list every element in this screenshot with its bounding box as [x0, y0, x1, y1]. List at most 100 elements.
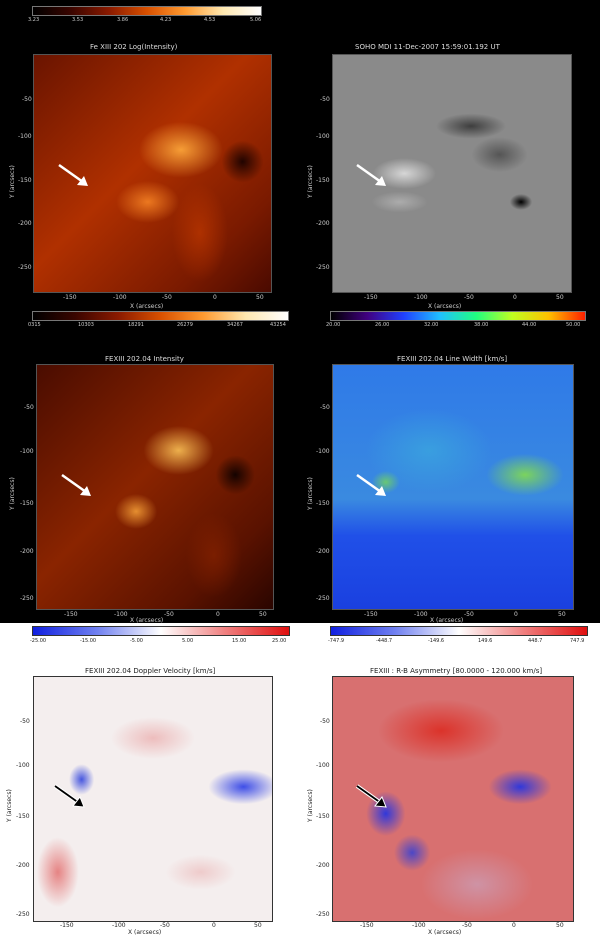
- arrow-icon: [356, 473, 386, 496]
- x-tick: -50: [462, 922, 472, 929]
- cbar-tick: 3.53: [72, 17, 84, 23]
- x-tick: -50: [164, 611, 174, 618]
- y-tick: -100: [316, 762, 330, 769]
- y-tick: -150: [316, 813, 330, 820]
- x-axis-label: X (arcsecs): [130, 303, 164, 310]
- y-tick: -200: [316, 220, 330, 227]
- colorbar-rb-asymmetry: [330, 626, 588, 636]
- cbar-tick: 747.9: [570, 638, 585, 644]
- cbar-tick: 38.00: [474, 322, 489, 328]
- arrow-icon: [58, 163, 88, 186]
- x-tick: -150: [360, 922, 374, 929]
- panel-title: FEXIII 202.04 Intensity: [105, 355, 184, 363]
- image-fe-intensity: [36, 364, 274, 610]
- cbar-tick: 18291: [128, 322, 144, 328]
- panel-title: SOHO MDI 11-Dec-2007 15:59:01.192 UT: [355, 43, 500, 51]
- y-tick: -150: [16, 813, 30, 820]
- cbar-tick: 0315: [28, 322, 41, 328]
- cbar-tick: 26.00: [375, 322, 390, 328]
- y-axis-label: Y (arcsecs): [307, 165, 314, 198]
- x-tick: -50: [464, 611, 474, 618]
- cbar-tick: 32.00: [424, 322, 439, 328]
- y-tick: -150: [18, 177, 32, 184]
- image-fe-log-intensity: [33, 54, 272, 293]
- x-tick: 50: [254, 922, 262, 929]
- x-tick: 50: [556, 294, 564, 301]
- cbar-tick: 4.53: [204, 17, 216, 23]
- panel-title: Fe XIII 202 Log(Intensity): [90, 43, 178, 51]
- y-tick: -150: [316, 177, 330, 184]
- cbar-tick: 44.00: [522, 322, 537, 328]
- x-tick: 0: [514, 611, 518, 618]
- arrow-icon: [53, 784, 85, 808]
- colorbar-log-intensity: [32, 6, 262, 16]
- y-tick: -100: [316, 133, 330, 140]
- y-tick: -100: [18, 133, 32, 140]
- cbar-tick: 4.23: [160, 17, 172, 23]
- y-tick: -50: [320, 96, 330, 103]
- cbar-tick: 43254: [270, 322, 286, 328]
- cbar-tick: -448.7: [376, 638, 393, 644]
- x-tick: -150: [63, 294, 77, 301]
- x-tick: 0: [212, 922, 216, 929]
- arrow-icon: [61, 473, 91, 496]
- x-tick: 50: [259, 611, 267, 618]
- y-tick: -50: [320, 718, 330, 725]
- y-tick: -200: [316, 548, 330, 555]
- cbar-tick: 15.00: [232, 638, 247, 644]
- y-tick: -250: [18, 264, 32, 271]
- x-tick: -50: [464, 294, 474, 301]
- y-tick: -200: [20, 548, 34, 555]
- y-axis-label: Y (arcsecs): [9, 165, 16, 198]
- image-rb-asymmetry: [332, 676, 574, 922]
- cbar-tick: 448.7: [528, 638, 543, 644]
- x-tick: -150: [364, 611, 378, 618]
- x-tick: -150: [60, 922, 74, 929]
- colorbar-intensity: [32, 311, 289, 321]
- colorbar-doppler: [32, 626, 290, 636]
- cbar-tick: 34267: [227, 322, 243, 328]
- cbar-tick: -15.00: [80, 638, 97, 644]
- y-axis-label: Y (arcsecs): [9, 477, 16, 510]
- x-tick: 0: [513, 294, 517, 301]
- x-tick: 50: [256, 294, 264, 301]
- y-tick: -150: [20, 500, 34, 507]
- x-tick: -100: [112, 922, 126, 929]
- x-tick: -150: [364, 294, 378, 301]
- cbar-tick: -149.6: [428, 638, 445, 644]
- x-axis-label: X (arcsecs): [130, 617, 164, 624]
- y-tick: -250: [316, 264, 330, 271]
- cbar-tick: 149.6: [478, 638, 493, 644]
- panel-title: FEXIII 202.04 Line Width [km/s]: [397, 355, 508, 363]
- y-axis-label: Y (arcsecs): [307, 789, 314, 822]
- y-tick: -150: [316, 500, 330, 507]
- image-mdi-magnetogram: [332, 54, 572, 293]
- y-tick: -250: [16, 911, 30, 918]
- x-tick: -100: [412, 922, 426, 929]
- arrow-icon: [356, 163, 386, 186]
- y-tick: -100: [20, 448, 34, 455]
- x-tick: -100: [113, 294, 127, 301]
- cbar-tick: -25.00: [30, 638, 47, 644]
- x-tick: -100: [114, 611, 128, 618]
- y-tick: -100: [16, 762, 30, 769]
- y-tick: -50: [24, 404, 34, 411]
- y-tick: -100: [316, 448, 330, 455]
- y-tick: -250: [316, 911, 330, 918]
- x-tick: 50: [558, 611, 566, 618]
- y-tick: -200: [18, 220, 32, 227]
- y-tick: -50: [22, 96, 32, 103]
- cbar-tick: 3.23: [28, 17, 40, 23]
- y-tick: -200: [316, 862, 330, 869]
- cbar-tick: 50.00: [566, 322, 581, 328]
- cbar-tick: 5.06: [250, 17, 262, 23]
- y-axis-label: Y (arcsecs): [307, 477, 314, 510]
- panel-title: FEXIII : R-B Asymmetry [80.0000 - 120.00…: [370, 667, 543, 675]
- colorbar-line-width: [330, 311, 586, 321]
- x-tick: -100: [414, 294, 428, 301]
- cbar-tick: 25.00: [272, 638, 287, 644]
- x-tick: 0: [512, 922, 516, 929]
- cbar-tick: 26279: [177, 322, 193, 328]
- y-tick: -50: [320, 404, 330, 411]
- x-tick: -50: [160, 922, 170, 929]
